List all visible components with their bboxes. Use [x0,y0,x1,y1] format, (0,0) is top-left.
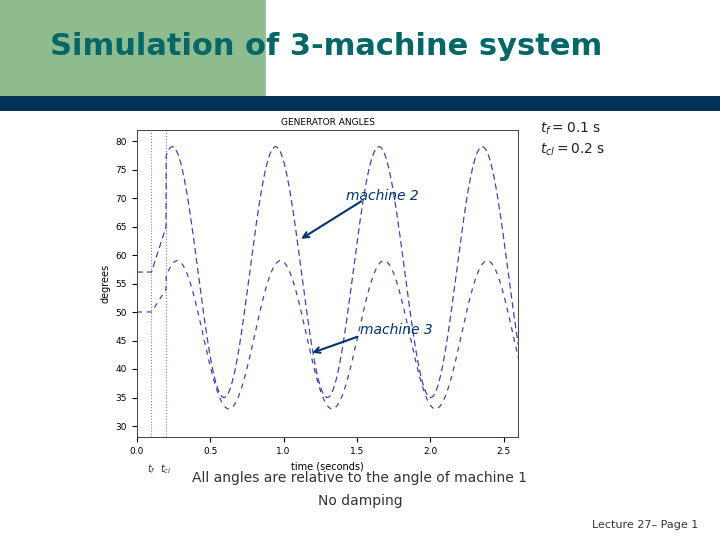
Text: $t_{cl} = 0.2$ s: $t_{cl} = 0.2$ s [540,142,605,158]
Y-axis label: degrees: degrees [100,264,110,303]
Text: machine 3: machine 3 [360,323,433,338]
Text: $t_{cl}$: $t_{cl}$ [161,462,172,476]
Title: GENERATOR ANGLES: GENERATOR ANGLES [281,118,374,127]
Text: $t_f = 0.1$ s: $t_f = 0.1$ s [540,120,601,137]
X-axis label: time (seconds): time (seconds) [291,462,364,471]
Text: Lecture 27– Page 1: Lecture 27– Page 1 [592,520,698,530]
Text: All angles are relative to the angle of machine 1: All angles are relative to the angle of … [192,471,528,485]
Text: No damping: No damping [318,494,402,508]
Bar [0,0,266,97]
Text: Simulation of 3-machine system: Simulation of 3-machine system [50,32,603,61]
Text: $t_f$: $t_f$ [147,462,156,476]
Text: machine 2: machine 2 [346,188,418,202]
Bar [266,0,720,97]
